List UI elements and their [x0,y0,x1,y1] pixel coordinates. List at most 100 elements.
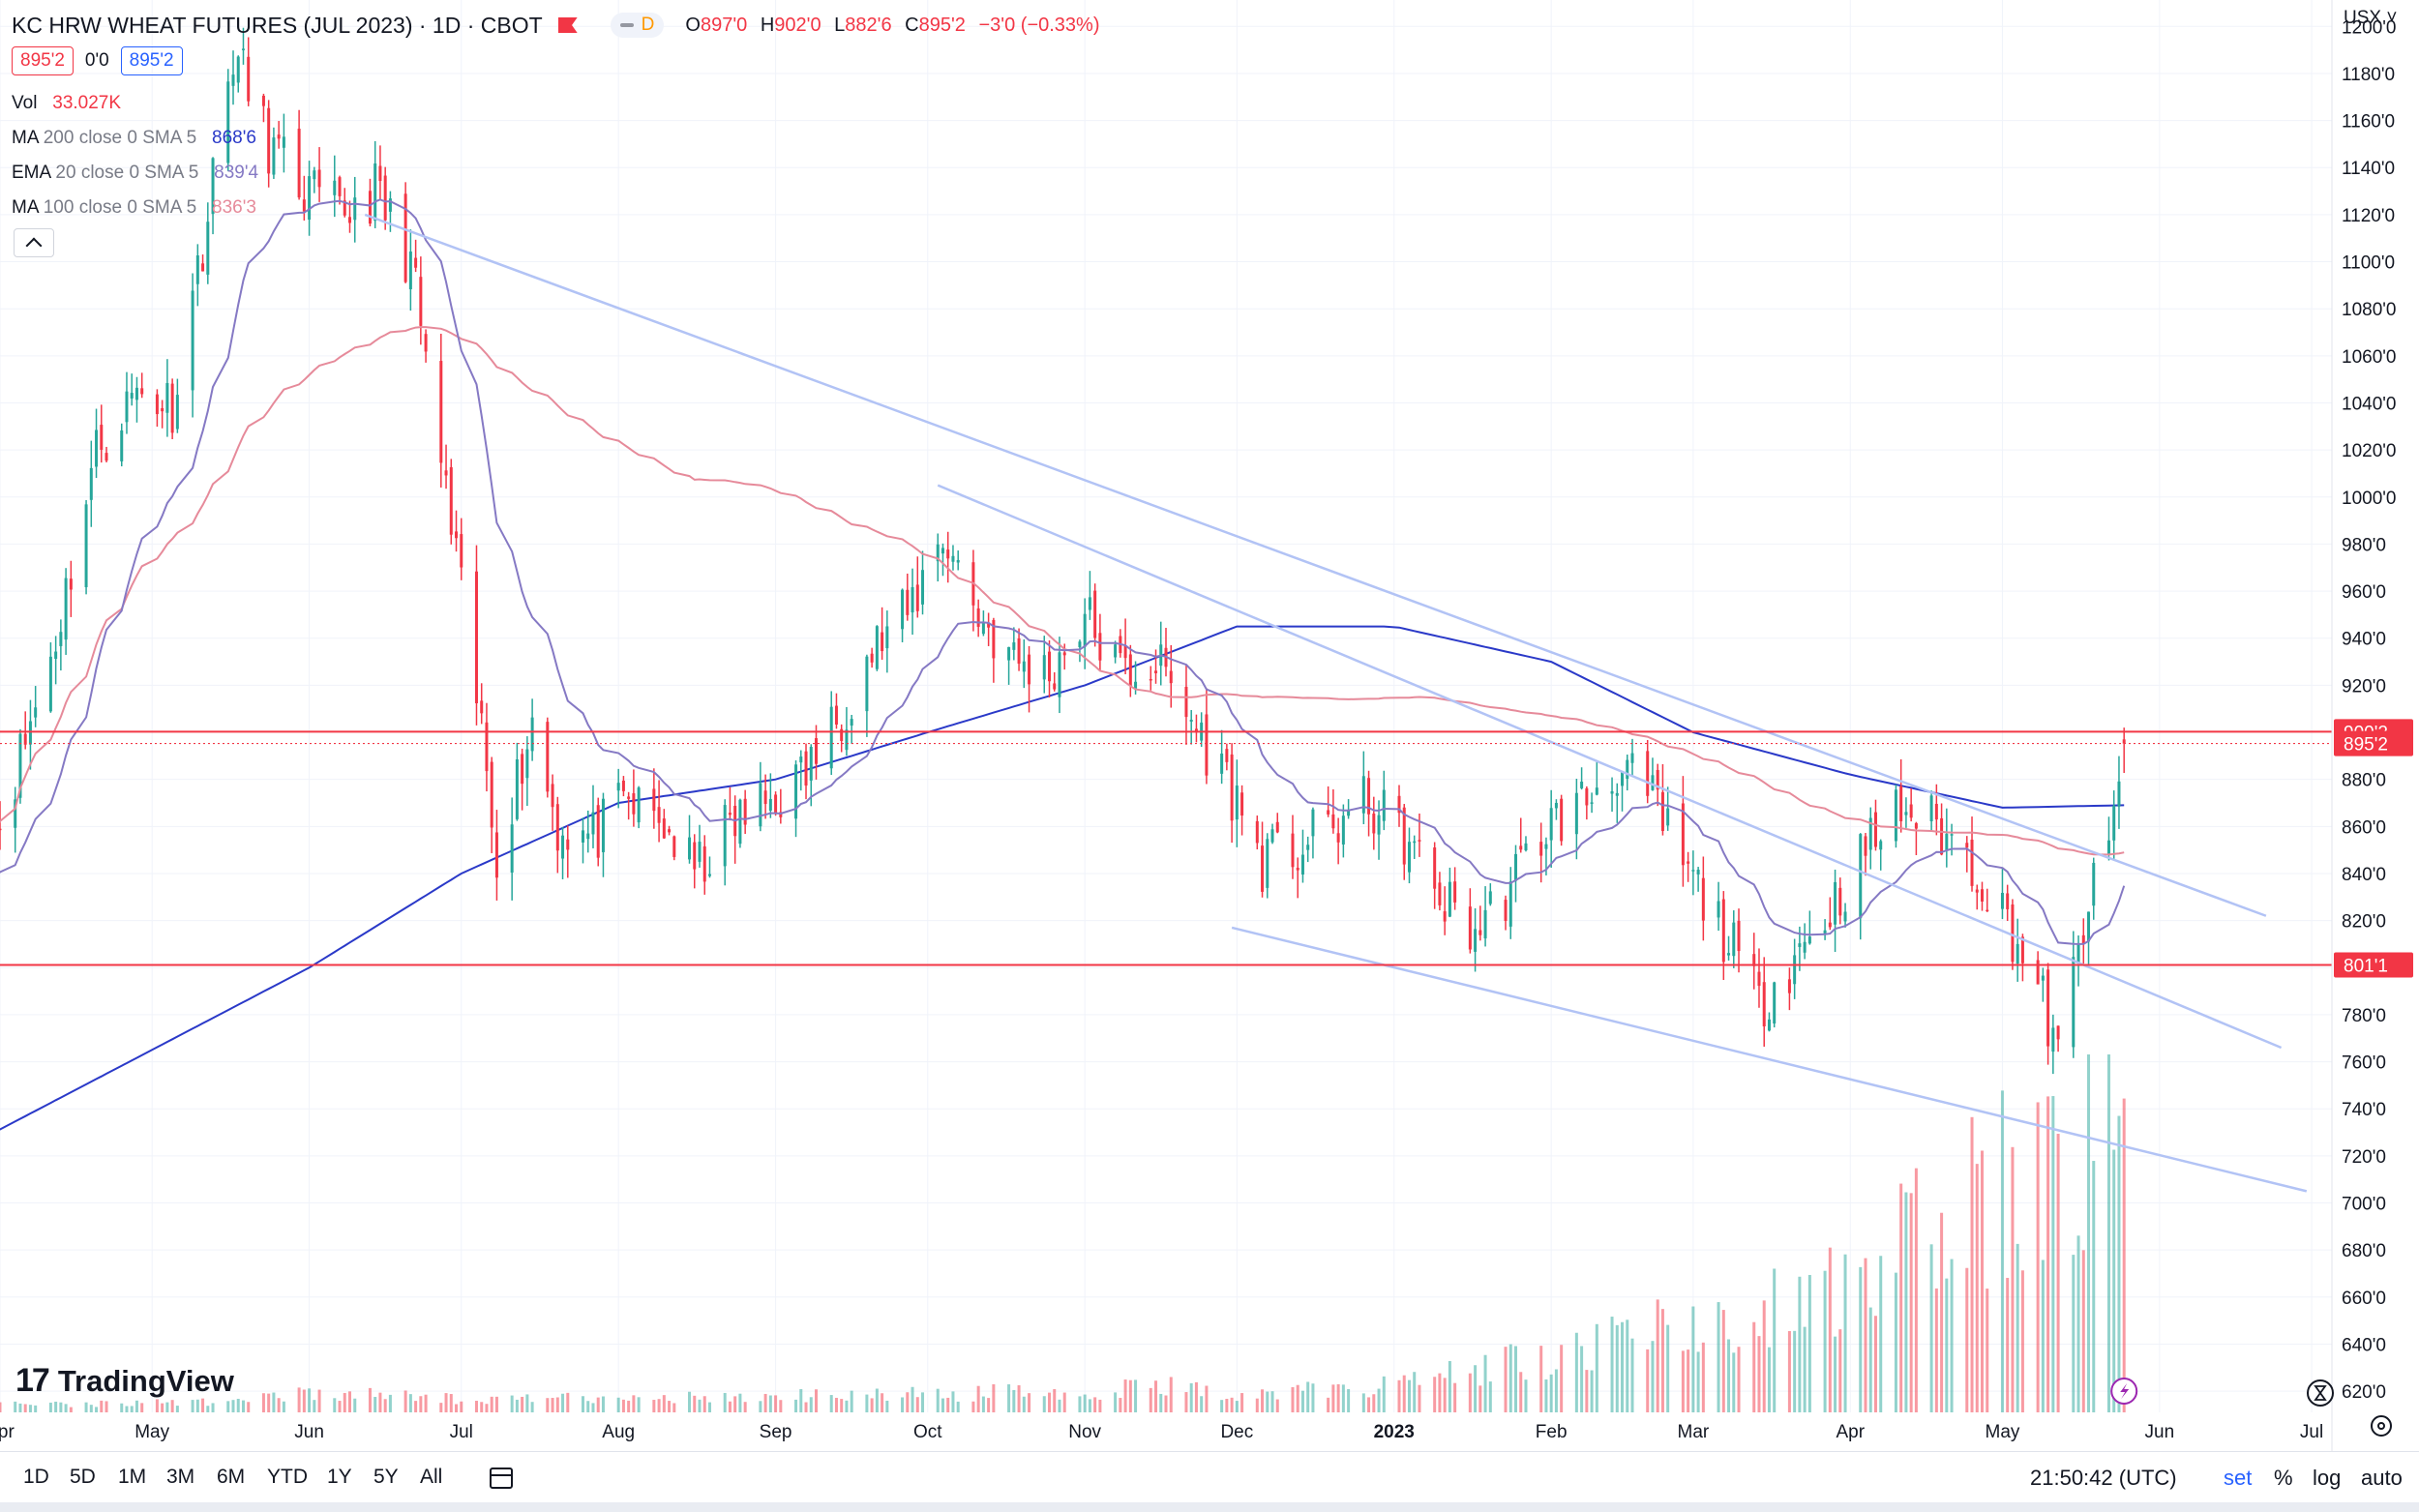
price-tick-label: 1060'0 [2342,347,2396,368]
candle-body [1934,803,1938,820]
volume-bar [1255,1398,1259,1412]
tradingview-logo[interactable]: 17 TradingView [15,1362,234,1400]
volume-bar [89,1405,93,1412]
candle-body [1336,833,1340,843]
price-tick-label: 1140'0 [2342,159,2395,179]
volume-bar [267,1393,271,1412]
volume-bar [125,1406,129,1412]
utc-clock[interactable]: 21:50:42 (UTC) [2030,1466,2177,1490]
candle-body [632,793,636,815]
volume-bar [774,1395,778,1412]
volume-bar [1615,1324,1619,1412]
range-ytd-button[interactable]: YTD [267,1466,308,1488]
candle-body [1347,810,1351,816]
ask-button[interactable]: 895'2 [120,46,183,75]
log-scale-toggle[interactable]: log [2313,1466,2342,1490]
range-1m-button[interactable]: 1M [118,1466,147,1488]
volume-bar [672,1403,676,1412]
candle-body [1413,841,1417,844]
candle-body [1235,786,1239,820]
indicator-ma100[interactable]: MA 100 close 0 SMA 5 836'3 [12,197,256,219]
collapse-indicators-button[interactable] [14,228,54,257]
volume-bar [1230,1397,1234,1412]
candle-body [297,129,301,198]
candle-body [1275,821,1279,833]
range-3m-button[interactable]: 3M [166,1466,195,1488]
candle-body [1058,652,1061,697]
toolbar-divider [0,1451,2419,1452]
flag-icon[interactable] [557,17,578,33]
candle-body [1828,922,1832,928]
indicator-ema20[interactable]: EMA 20 close 0 SMA 5 839'4 [12,163,258,184]
price-tick-label: 1120'0 [2342,206,2395,226]
price-tick-label: 960'0 [2342,582,2386,603]
candle-body [368,191,372,224]
range-1d-button[interactable]: 1D [23,1466,49,1488]
time-tick-label: Apr [1836,1422,1865,1442]
volume-bar [282,1401,285,1412]
indicator-volume[interactable]: Vol 33.027K [12,93,121,114]
volume-bar [779,1400,783,1412]
time-tick-label: May [134,1422,169,1442]
settings-icon[interactable] [2371,1415,2392,1437]
session-toggle[interactable]: set [2224,1466,2253,1490]
bid-button[interactable]: 895'2 [12,46,74,75]
volume-bar [1970,1116,1974,1412]
candle-body [870,653,874,663]
symbol-title[interactable]: KC HRW WHEAT FUTURES (JUL 2023) · 1D · C… [12,12,543,38]
candle-body [1560,798,1564,842]
volume-bar [1341,1384,1345,1412]
candle-body [2051,1027,2055,1052]
time-tick-label: Jul [2300,1422,2323,1442]
candle-body [1950,834,1954,836]
price-tick-label: 640'0 [2342,1335,2386,1355]
candle-body [1300,854,1304,875]
candle-body [308,176,312,221]
candle-body [1798,943,1802,947]
candle-body [1296,868,1299,871]
range-6m-button[interactable]: 6M [217,1466,246,1488]
level-price-tag [2334,952,2413,978]
candle-body [662,818,666,839]
candle-body [100,425,104,450]
candle-body [317,169,321,188]
candle-body [1306,845,1310,850]
volume-bar [140,1403,144,1412]
volume-bar [2041,1260,2045,1412]
price-chart[interactable]: 620'0 640'0 660'0 680'0 700'0 720'0 740'0 760'0… [0,0,2419,1451]
volume-bar [424,1394,428,1412]
volume-bar [1539,1346,1543,1412]
volume-bar [1488,1381,1492,1412]
percent-scale-toggle[interactable]: % [2274,1466,2293,1490]
high-value: 902'0 [774,14,821,36]
volume-bar [1235,1401,1239,1412]
price-tick-label: 760'0 [2342,1053,2386,1074]
range-5y-button[interactable]: 5Y [373,1466,399,1488]
volume-bar [555,1397,559,1412]
currency-selector[interactable]: USX ˅ [2344,8,2397,29]
volume-bar [596,1397,600,1412]
indicator-ma200[interactable]: MA 200 close 0 SMA 5 868'6 [12,128,256,149]
candle-body [69,578,73,590]
candle-body [378,165,382,182]
volume-bar [768,1395,772,1412]
range-1y-button[interactable]: 1Y [327,1466,352,1488]
auto-scale-toggle[interactable]: auto [2361,1466,2403,1490]
volume-bar [627,1400,631,1412]
candle-body [2076,944,2080,964]
candle-body [1028,654,1031,685]
candle-body [1899,786,1903,821]
delay-badge[interactable]: D [610,13,665,38]
volume-bar [494,1396,498,1412]
candle-body [23,733,27,745]
range-5d-button[interactable]: 5D [70,1466,96,1488]
volume-bar [1007,1384,1011,1412]
candle-body [1727,953,1731,956]
candle-body [698,842,702,862]
time-tick-label: Aug [602,1422,635,1442]
volume-bar [1681,1350,1685,1412]
calendar-icon[interactable] [490,1468,513,1489]
range-all-button[interactable]: All [420,1466,443,1488]
volume-bar [28,1405,32,1412]
price-tick-label: 720'0 [2342,1147,2386,1168]
